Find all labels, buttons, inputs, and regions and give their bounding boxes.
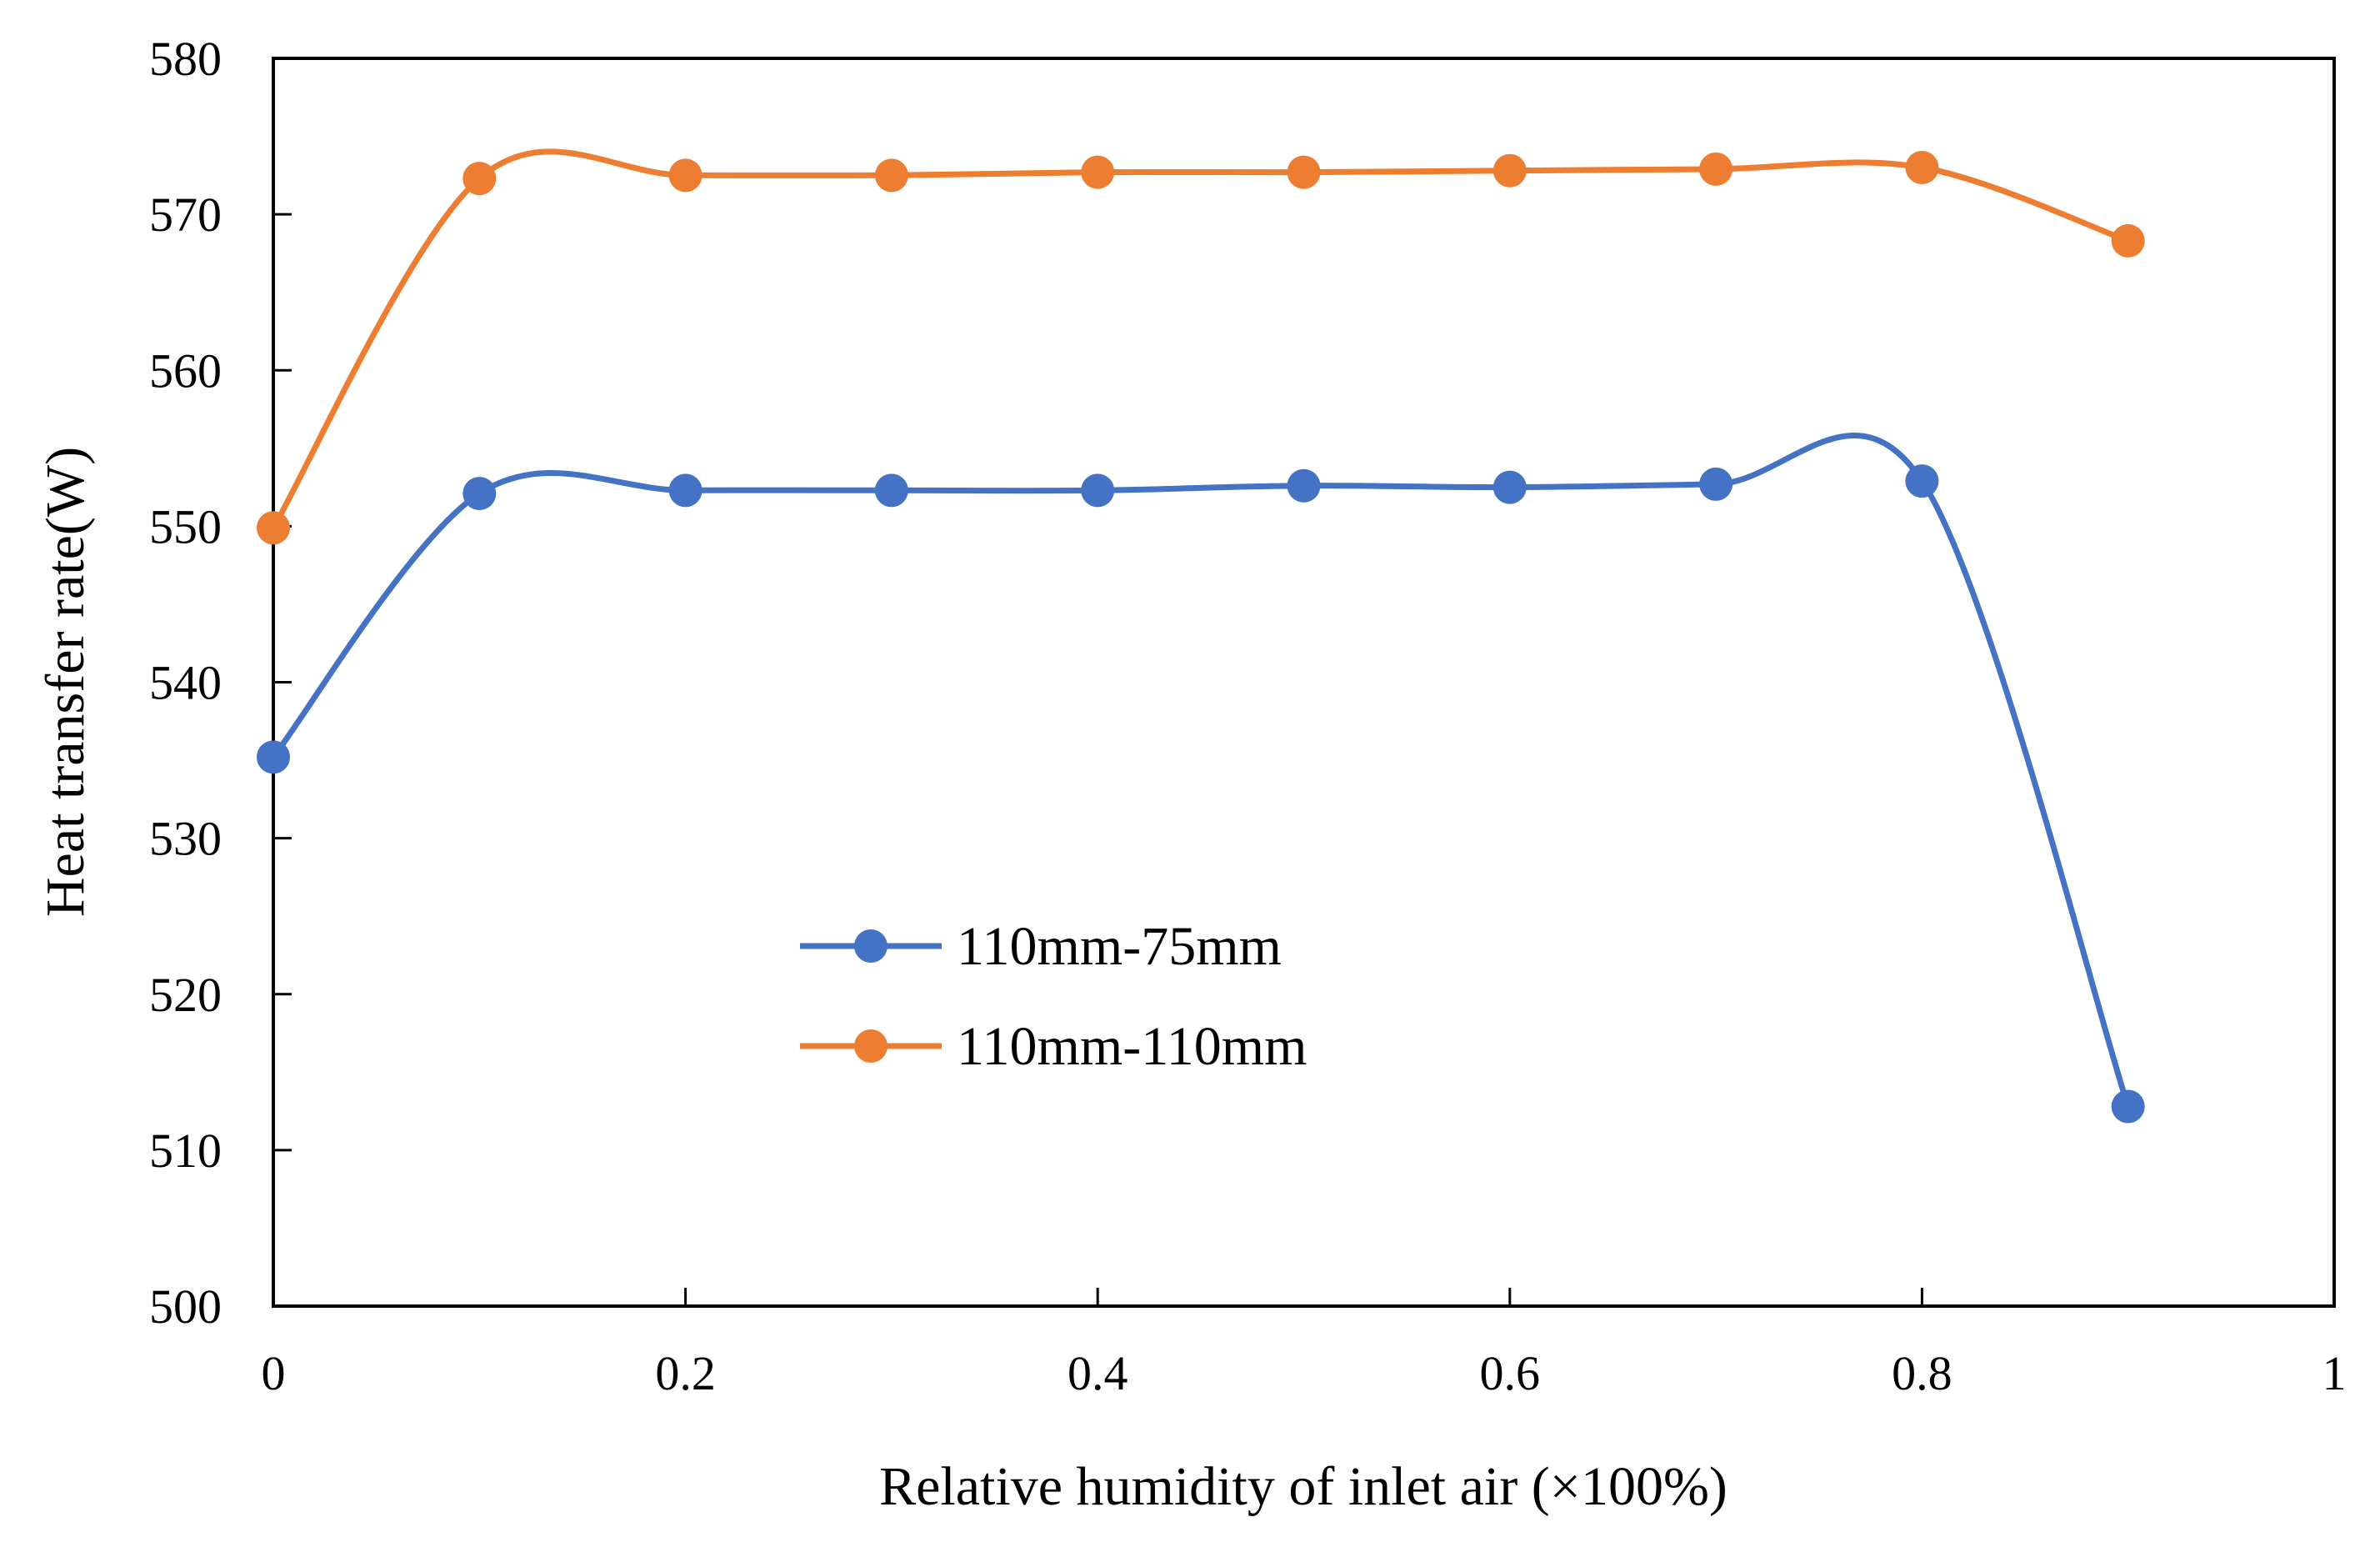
data-point [1287,468,1321,503]
y-tick-label: 500 [149,1279,222,1334]
plot-frame [272,57,2336,1308]
data-point [668,158,702,193]
x-tick-label: 0.2 [655,1346,716,1400]
data-point [1081,155,1115,189]
data-point [257,511,290,545]
y-tick-label: 520 [149,968,222,1022]
data-point [1905,464,1939,498]
data-point [1492,470,1527,504]
x-tick-label: 0 [262,1346,286,1400]
legend-label: 110mm-75mm [957,916,1282,977]
data-point [257,740,290,774]
x-axis-ticks: 0 0.2 0.4 0.6 0.8 1 [262,1288,2347,1400]
data-point [1699,152,1733,186]
data-point [1287,155,1321,189]
y-tick-label: 550 [149,499,222,553]
data-point [1905,150,1939,184]
y-tick-label: 570 [149,188,222,242]
series-110mm-75mm [257,433,2145,1124]
y-tick-label: 580 [149,32,222,86]
y-tick-label: 510 [149,1124,222,1178]
data-point [874,473,908,508]
data-point [1699,467,1733,501]
y-tick-label: 560 [149,343,222,398]
legend-marker [854,929,888,963]
x-tick-label: 0.8 [1892,1346,1952,1400]
data-point [1081,473,1115,508]
data-point [462,477,497,511]
series-layer [257,148,2145,1124]
series-line [270,433,2132,1109]
y-axis-title: Heat transfer rate(W) [35,447,96,917]
x-tick-label: 1 [2322,1346,2347,1400]
data-point [1492,153,1527,188]
legend-label: 110mm-110mm [957,1016,1307,1077]
legend: 110mm-75mm 110mm-110mm [800,916,1307,1077]
series-line [270,148,2132,531]
data-point [462,162,497,196]
y-axis-ticks: 500 510 520 530 540 550 560 570 580 [149,32,292,1334]
x-tick-label: 0.6 [1480,1346,1541,1400]
y-tick-label: 530 [149,812,222,866]
data-point [874,158,908,193]
data-point [2111,223,2145,258]
legend-marker [854,1029,888,1063]
series-110mm-110mm [257,148,2145,545]
y-tick-label: 540 [149,656,222,710]
data-point [2111,1089,2145,1124]
data-point [668,473,702,508]
x-axis-title: Relative humidity of inlet air (×100%) [879,1456,1728,1517]
x-tick-label: 0.4 [1068,1346,1128,1400]
